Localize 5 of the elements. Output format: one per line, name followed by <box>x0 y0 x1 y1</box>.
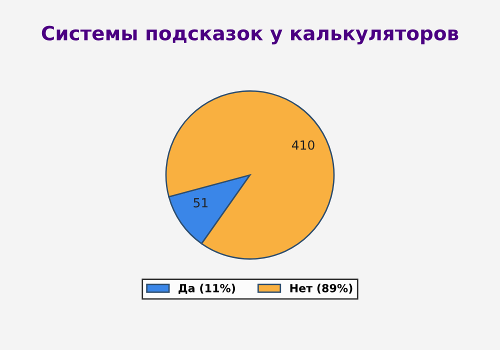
legend-label: Нет (89%) <box>290 284 352 294</box>
data-label: 410 <box>292 140 314 150</box>
chart-title: Системы подсказок у калькуляторов <box>42 26 458 44</box>
data-label: 51 <box>194 198 208 208</box>
legend-label: Да (11%) <box>178 284 235 294</box>
